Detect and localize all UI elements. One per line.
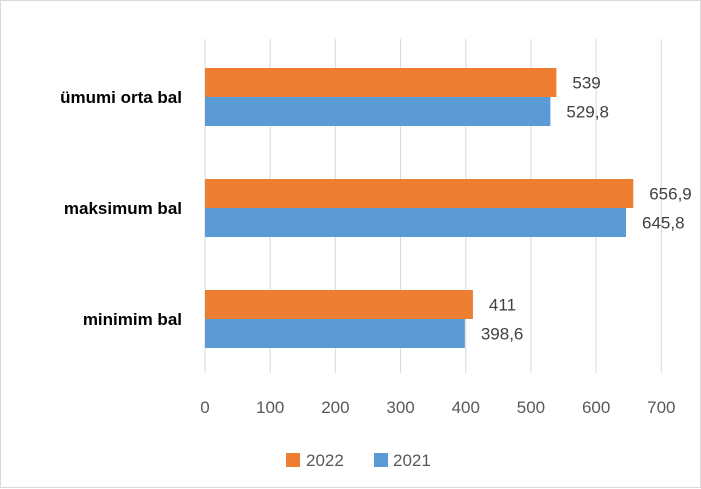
category-label-0: ümumi orta bal [60,88,182,107]
data-label-2022-2: 411 [489,296,516,315]
data-label-2021-1: 645,8 [642,214,685,233]
legend-label-2021: 2021 [393,451,431,470]
bar-2022-2 [205,290,473,319]
legend-swatch-2022 [286,453,300,467]
category-label-2: minimim bal [83,310,182,329]
x-tick-label-200: 200 [321,398,349,417]
legend-swatch-2021 [374,453,388,467]
data-label-2021-2: 398,6 [481,325,524,344]
legend-label-2022: 2022 [306,451,344,470]
bar-2022-0 [205,68,557,97]
bar-2021-1 [205,208,626,237]
bar-2021-2 [205,319,465,348]
data-label-2022-0: 539 [572,74,600,93]
x-tick-label-300: 300 [386,398,414,417]
category-label-1: maksimum bal [64,199,182,218]
x-tick-label-0: 0 [200,398,209,417]
x-tick-label-700: 700 [647,398,675,417]
bar-2022-1 [205,179,634,208]
bar-2021-0 [205,97,551,126]
x-tick-label-400: 400 [452,398,480,417]
x-tick-label-500: 500 [517,398,545,417]
data-label-2022-1: 656,9 [649,185,692,204]
data-label-2021-0: 529,8 [566,103,609,122]
x-tick-label-100: 100 [256,398,284,417]
x-tick-label-600: 600 [582,398,610,417]
